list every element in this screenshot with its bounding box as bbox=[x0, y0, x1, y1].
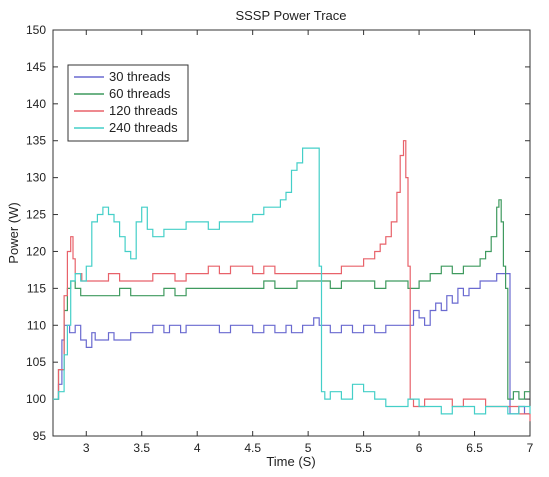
legend-label-0: 30 threads bbox=[109, 69, 171, 84]
x-tick-label: 3 bbox=[83, 441, 90, 455]
x-tick-label: 4.5 bbox=[244, 441, 261, 455]
x-axis-label: Time (S) bbox=[266, 454, 315, 469]
legend: 30 threads 60 threads 120 threads 240 threa… bbox=[67, 64, 189, 142]
x-tick-label: 6 bbox=[416, 441, 423, 455]
y-tick-label: 150 bbox=[26, 23, 46, 37]
series-line-3 bbox=[53, 147, 531, 415]
legend-label-2: 120 threads bbox=[109, 103, 178, 118]
series-line-1 bbox=[53, 199, 530, 400]
y-tick-label: 100 bbox=[26, 392, 46, 406]
series-line-0 bbox=[53, 273, 530, 415]
y-axis: 95 100 105 110 115 120 125 130 135 140 145 150 bbox=[26, 23, 530, 443]
x-tick-label: 7 bbox=[527, 441, 534, 455]
x-tick-label: 5.5 bbox=[355, 441, 372, 455]
x-tick-label: 3.5 bbox=[133, 441, 150, 455]
y-tick-label: 140 bbox=[26, 97, 46, 111]
x-tick-label: 5 bbox=[305, 441, 312, 455]
x-axis: 3 3.5 4 4.5 5 5.5 6 6.5 7 bbox=[83, 30, 534, 455]
y-tick-label: 105 bbox=[26, 355, 46, 369]
legend-label-1: 60 threads bbox=[109, 86, 171, 101]
series-lines bbox=[53, 140, 531, 422]
y-tick-label: 95 bbox=[33, 429, 47, 443]
y-tick-label: 125 bbox=[26, 208, 46, 222]
y-tick-label: 145 bbox=[26, 60, 46, 74]
chart-title: SSSP Power Trace bbox=[235, 8, 346, 23]
y-tick-label: 115 bbox=[27, 281, 46, 295]
legend-label-3: 240 threads bbox=[109, 120, 178, 135]
y-axis-label: Power (W) bbox=[6, 202, 21, 263]
y-tick-label: 120 bbox=[26, 244, 46, 258]
y-tick-label: 130 bbox=[26, 171, 46, 185]
x-tick-label: 4 bbox=[194, 441, 201, 455]
x-tick-label: 6.5 bbox=[466, 441, 483, 455]
y-tick-label: 135 bbox=[26, 134, 46, 148]
y-tick-label: 110 bbox=[27, 318, 46, 332]
